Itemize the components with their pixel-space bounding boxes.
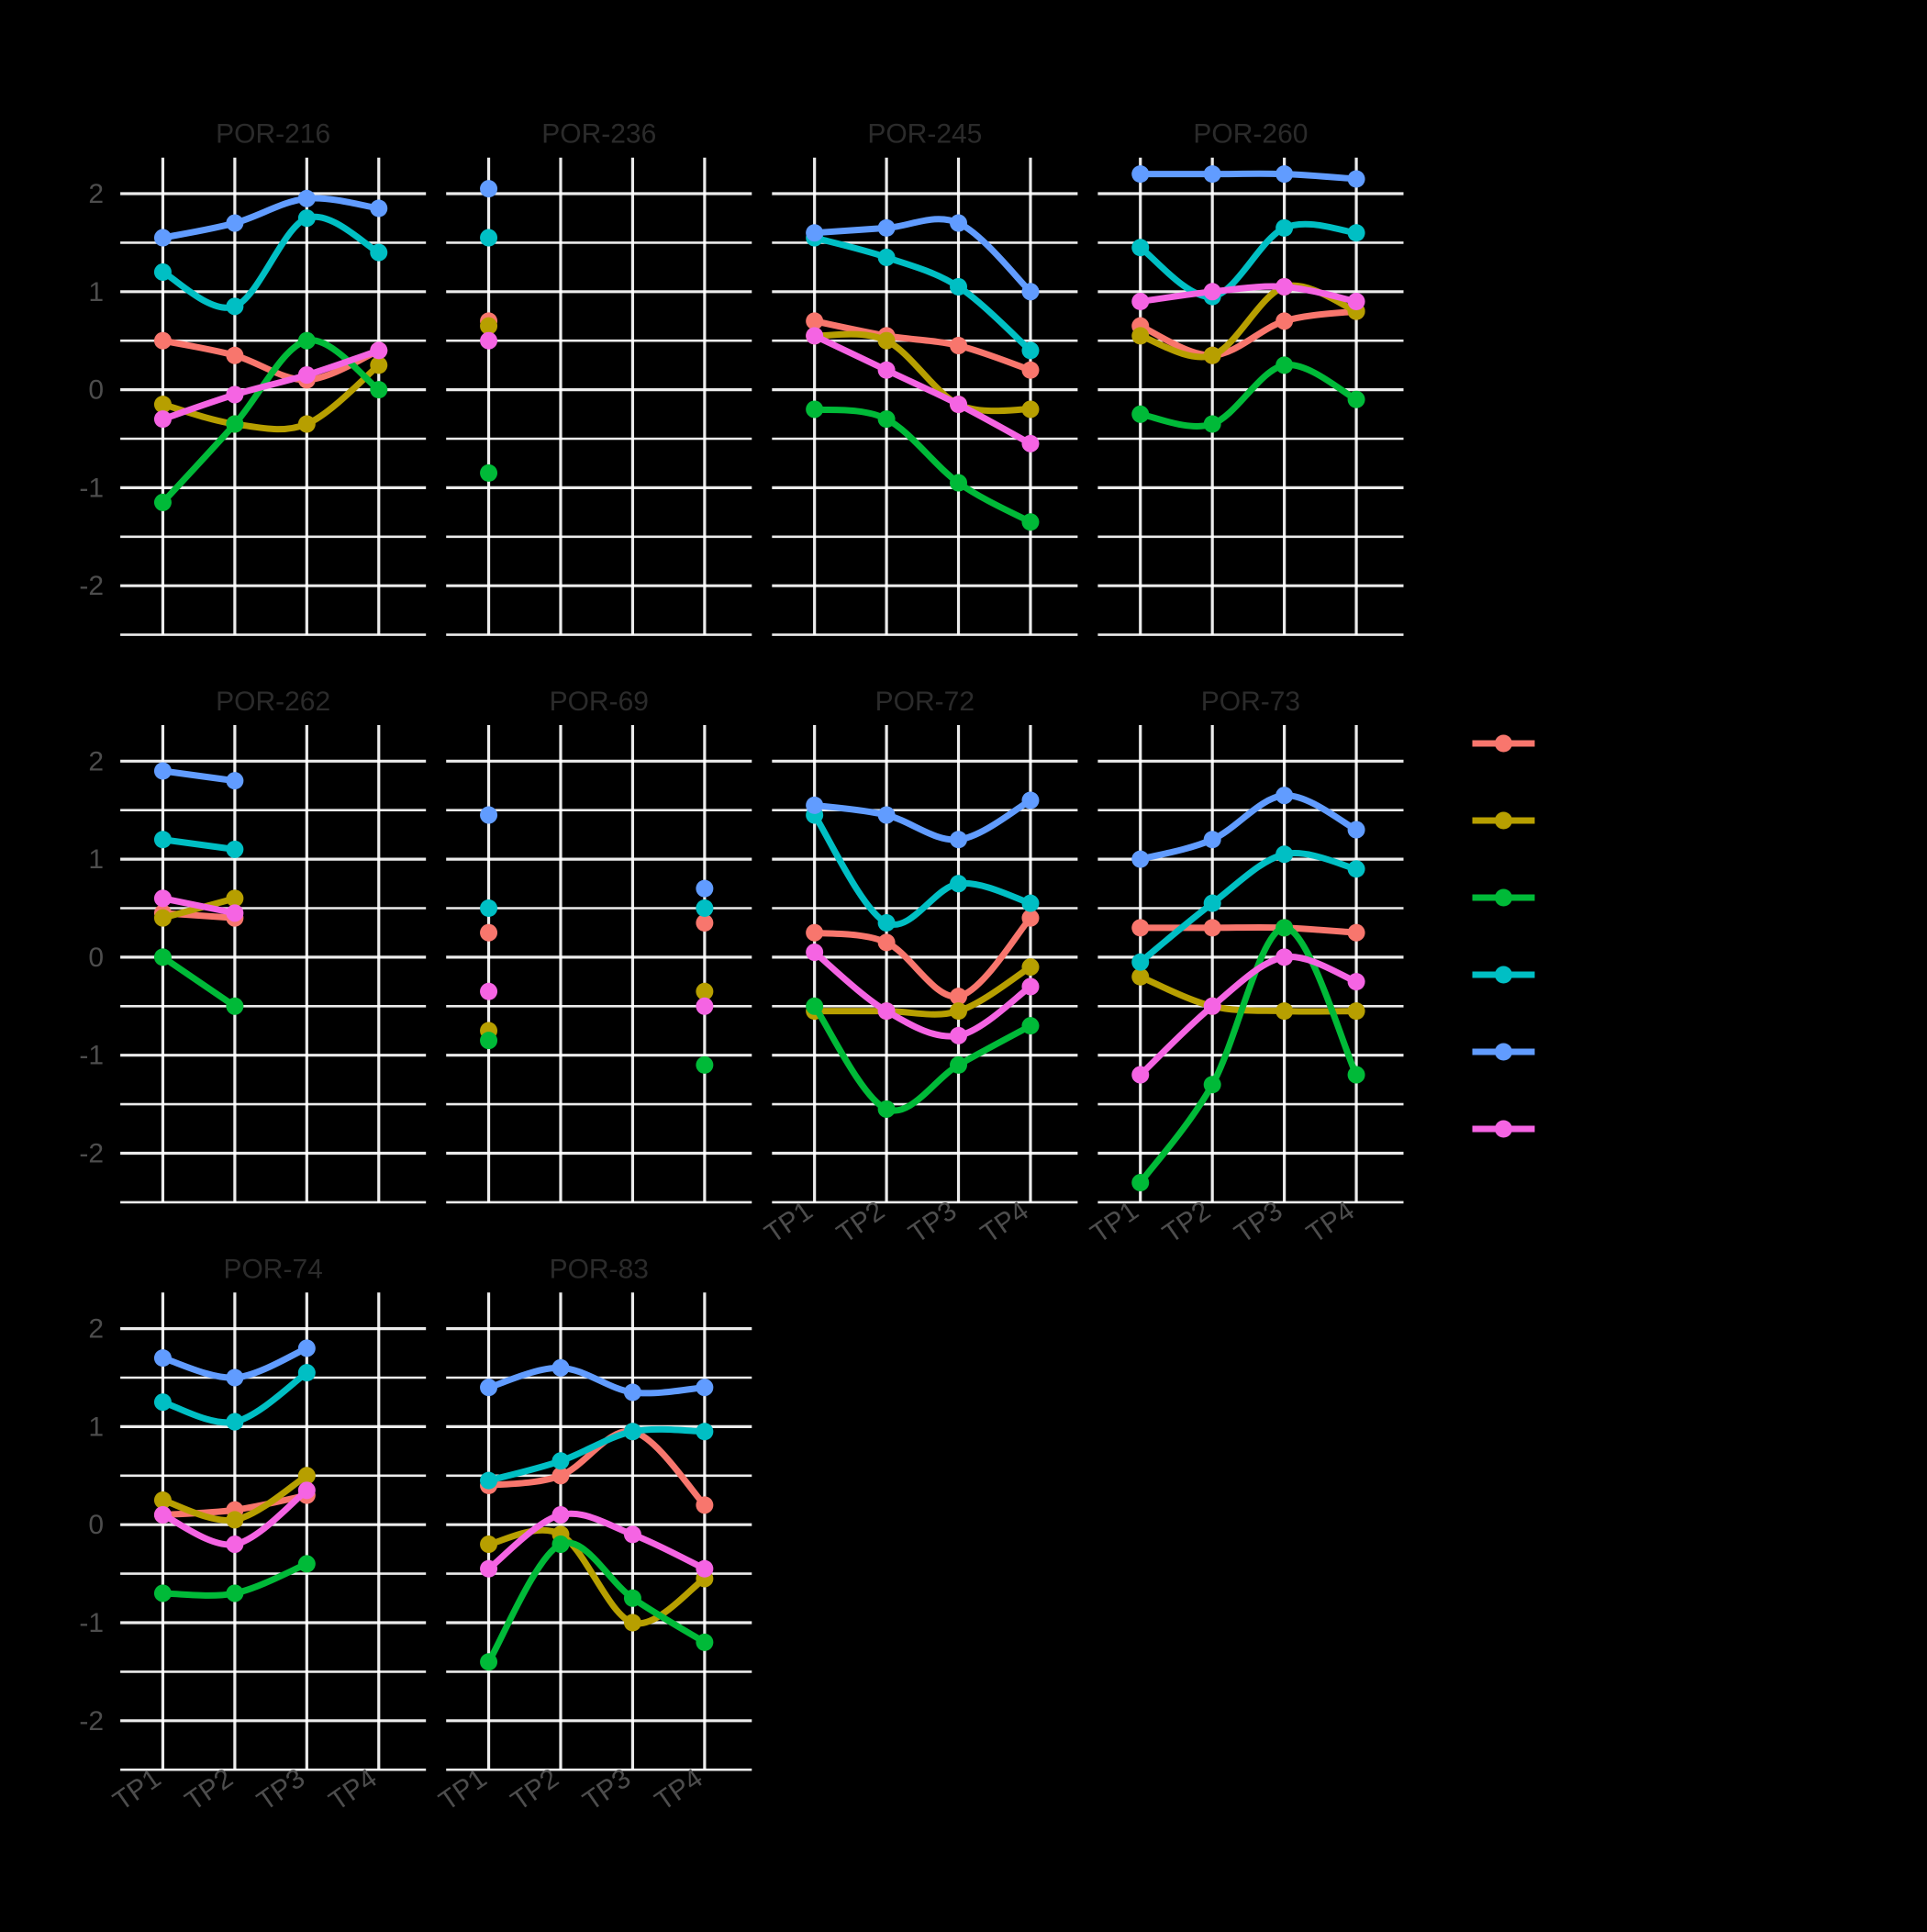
svg-text:-1: -1: [79, 1608, 104, 1638]
svg-text:1: 1: [88, 844, 104, 875]
svg-text:2: 2: [88, 1314, 104, 1345]
svg-text:POR-83: POR-83: [550, 1254, 649, 1284]
svg-text:POR-245: POR-245: [867, 119, 982, 150]
svg-text:POR-260: POR-260: [1193, 119, 1308, 150]
svg-text:POR-74: POR-74: [223, 1254, 322, 1284]
svg-text:POR-72: POR-72: [875, 687, 975, 717]
svg-text:0: 0: [88, 1510, 104, 1540]
svg-text:POR-236: POR-236: [541, 119, 656, 150]
svg-text:1: 1: [88, 277, 104, 307]
svg-text:0: 0: [88, 375, 104, 406]
svg-text:POR-216: POR-216: [216, 119, 330, 150]
svg-text:-2: -2: [79, 1706, 104, 1737]
svg-text:-1: -1: [79, 1041, 104, 1071]
svg-text:-2: -2: [79, 571, 104, 601]
svg-text:POR-69: POR-69: [550, 687, 649, 717]
svg-text:POR-262: POR-262: [216, 687, 330, 717]
svg-text:2: 2: [88, 746, 104, 776]
svg-text:2: 2: [88, 179, 104, 209]
svg-text:-2: -2: [79, 1139, 104, 1169]
svg-text:-1: -1: [79, 473, 104, 503]
svg-text:POR-73: POR-73: [1201, 687, 1300, 717]
svg-text:1: 1: [88, 1412, 104, 1442]
svg-text:0: 0: [88, 943, 104, 973]
